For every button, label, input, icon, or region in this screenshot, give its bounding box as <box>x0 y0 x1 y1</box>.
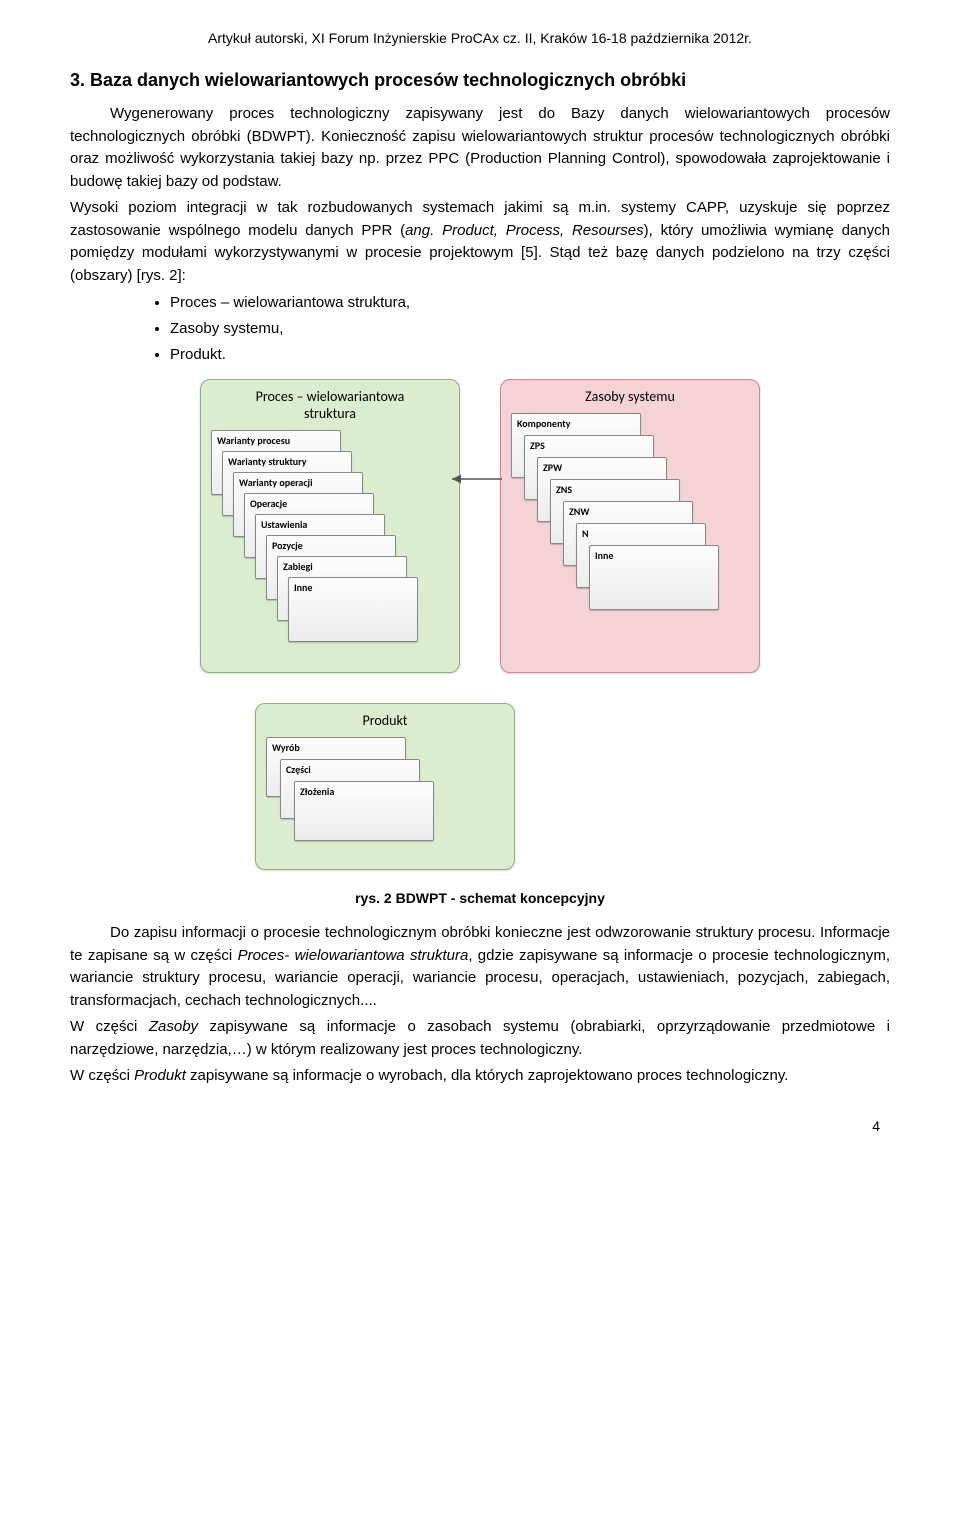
cascade-card-label: ZNW <box>569 505 687 518</box>
cascade-card-label: ZPS <box>530 439 648 452</box>
bullet-list: Proces – wielowariantowa struktura, Zaso… <box>130 291 890 367</box>
cascade-card: Inne <box>589 545 719 610</box>
para-text: W części <box>70 1018 149 1035</box>
cascade-card-label: Wyrób <box>272 741 400 754</box>
figure-caption: rys. 2 BDWPT - schemat koncepcyjny <box>70 890 890 906</box>
cascade-card-label: Pozycje <box>272 539 390 552</box>
cascade-card-label: ZNS <box>556 483 674 496</box>
para-italic: Produkt <box>134 1067 186 1084</box>
para-text: zapisywane są informacje o wyrobach, dla… <box>186 1067 789 1084</box>
cascade-zasoby: Komponenty ZPS ZPW ZNS ZNW N Inne <box>511 413 749 623</box>
cascade-proces: Warianty procesu Warianty struktury Warian… <box>211 430 449 660</box>
cascade-card: Inne <box>288 577 418 642</box>
diagram: Proces – wielowariantowa struktura Waria… <box>200 379 760 870</box>
cascade-card-label: Ustawienia <box>261 518 379 531</box>
paragraph-1: Wygenerowany proces technologiczny zapis… <box>70 103 890 193</box>
paragraph-4: W części Produkt zapisywane są informacj… <box>70 1065 890 1088</box>
para-text: Wygenerowany proces technologiczny zapis… <box>70 105 890 190</box>
para-text: W części <box>70 1067 134 1084</box>
bullet-item: Zasoby systemu, <box>170 317 890 341</box>
cascade-card-label: Warianty operacji <box>239 476 357 489</box>
cascade-card-label: Warianty procesu <box>217 434 335 447</box>
page-number: 4 <box>70 1118 890 1134</box>
paragraph-2: Do zapisu informacji o procesie technolo… <box>70 922 890 1012</box>
cascade-card-label: ZPW <box>543 461 661 474</box>
cascade-card-label: Inne <box>294 581 412 594</box>
paragraph-3: W części Zasoby zapisywane są informacje… <box>70 1016 890 1061</box>
cascade-card-label: Części <box>286 763 414 776</box>
cascade-card-label: Zabiegi <box>283 560 401 573</box>
bullet-item: Proces – wielowariantowa struktura, <box>170 291 890 315</box>
para-italic: Zasoby <box>149 1018 198 1035</box>
cascade-card-label: Komponenty <box>517 417 635 430</box>
cascade-card-label: N <box>582 527 700 540</box>
group-proces: Proces – wielowariantowa struktura Waria… <box>200 379 460 673</box>
page-header: Artykuł autorski, XI Forum Inżynierskie … <box>70 30 890 46</box>
group-produkt: Produkt Wyrób Części Złożenia <box>255 703 515 870</box>
cascade-card: Złożenia <box>294 781 434 841</box>
para-italic: ang. Product, Process, Resourses <box>405 222 644 239</box>
paragraph-1b: Wysoki poziom integracji w tak rozbudowa… <box>70 197 890 287</box>
bullet-item: Produkt. <box>170 343 890 367</box>
arrow-icon <box>447 429 507 529</box>
cascade-card-label: Inne <box>595 549 713 562</box>
section-title: 3. Baza danych wielowariantowych procesó… <box>70 70 890 91</box>
para-italic: Proces- wielowariantowa struktura <box>238 947 469 964</box>
cascade-card-label: Operacje <box>250 497 368 510</box>
group-title-produkt: Produkt <box>266 712 504 729</box>
group-zasoby: Zasoby systemu Komponenty ZPS ZPW ZNS ZNW N In… <box>500 379 760 673</box>
cascade-produkt: Wyrób Części Złożenia <box>266 737 504 857</box>
group-title-proces: Proces – wielowariantowa struktura <box>211 388 449 422</box>
cascade-card-label: Warianty struktury <box>228 455 346 468</box>
cascade-card-label: Złożenia <box>300 785 428 798</box>
group-title-zasoby: Zasoby systemu <box>511 388 749 405</box>
